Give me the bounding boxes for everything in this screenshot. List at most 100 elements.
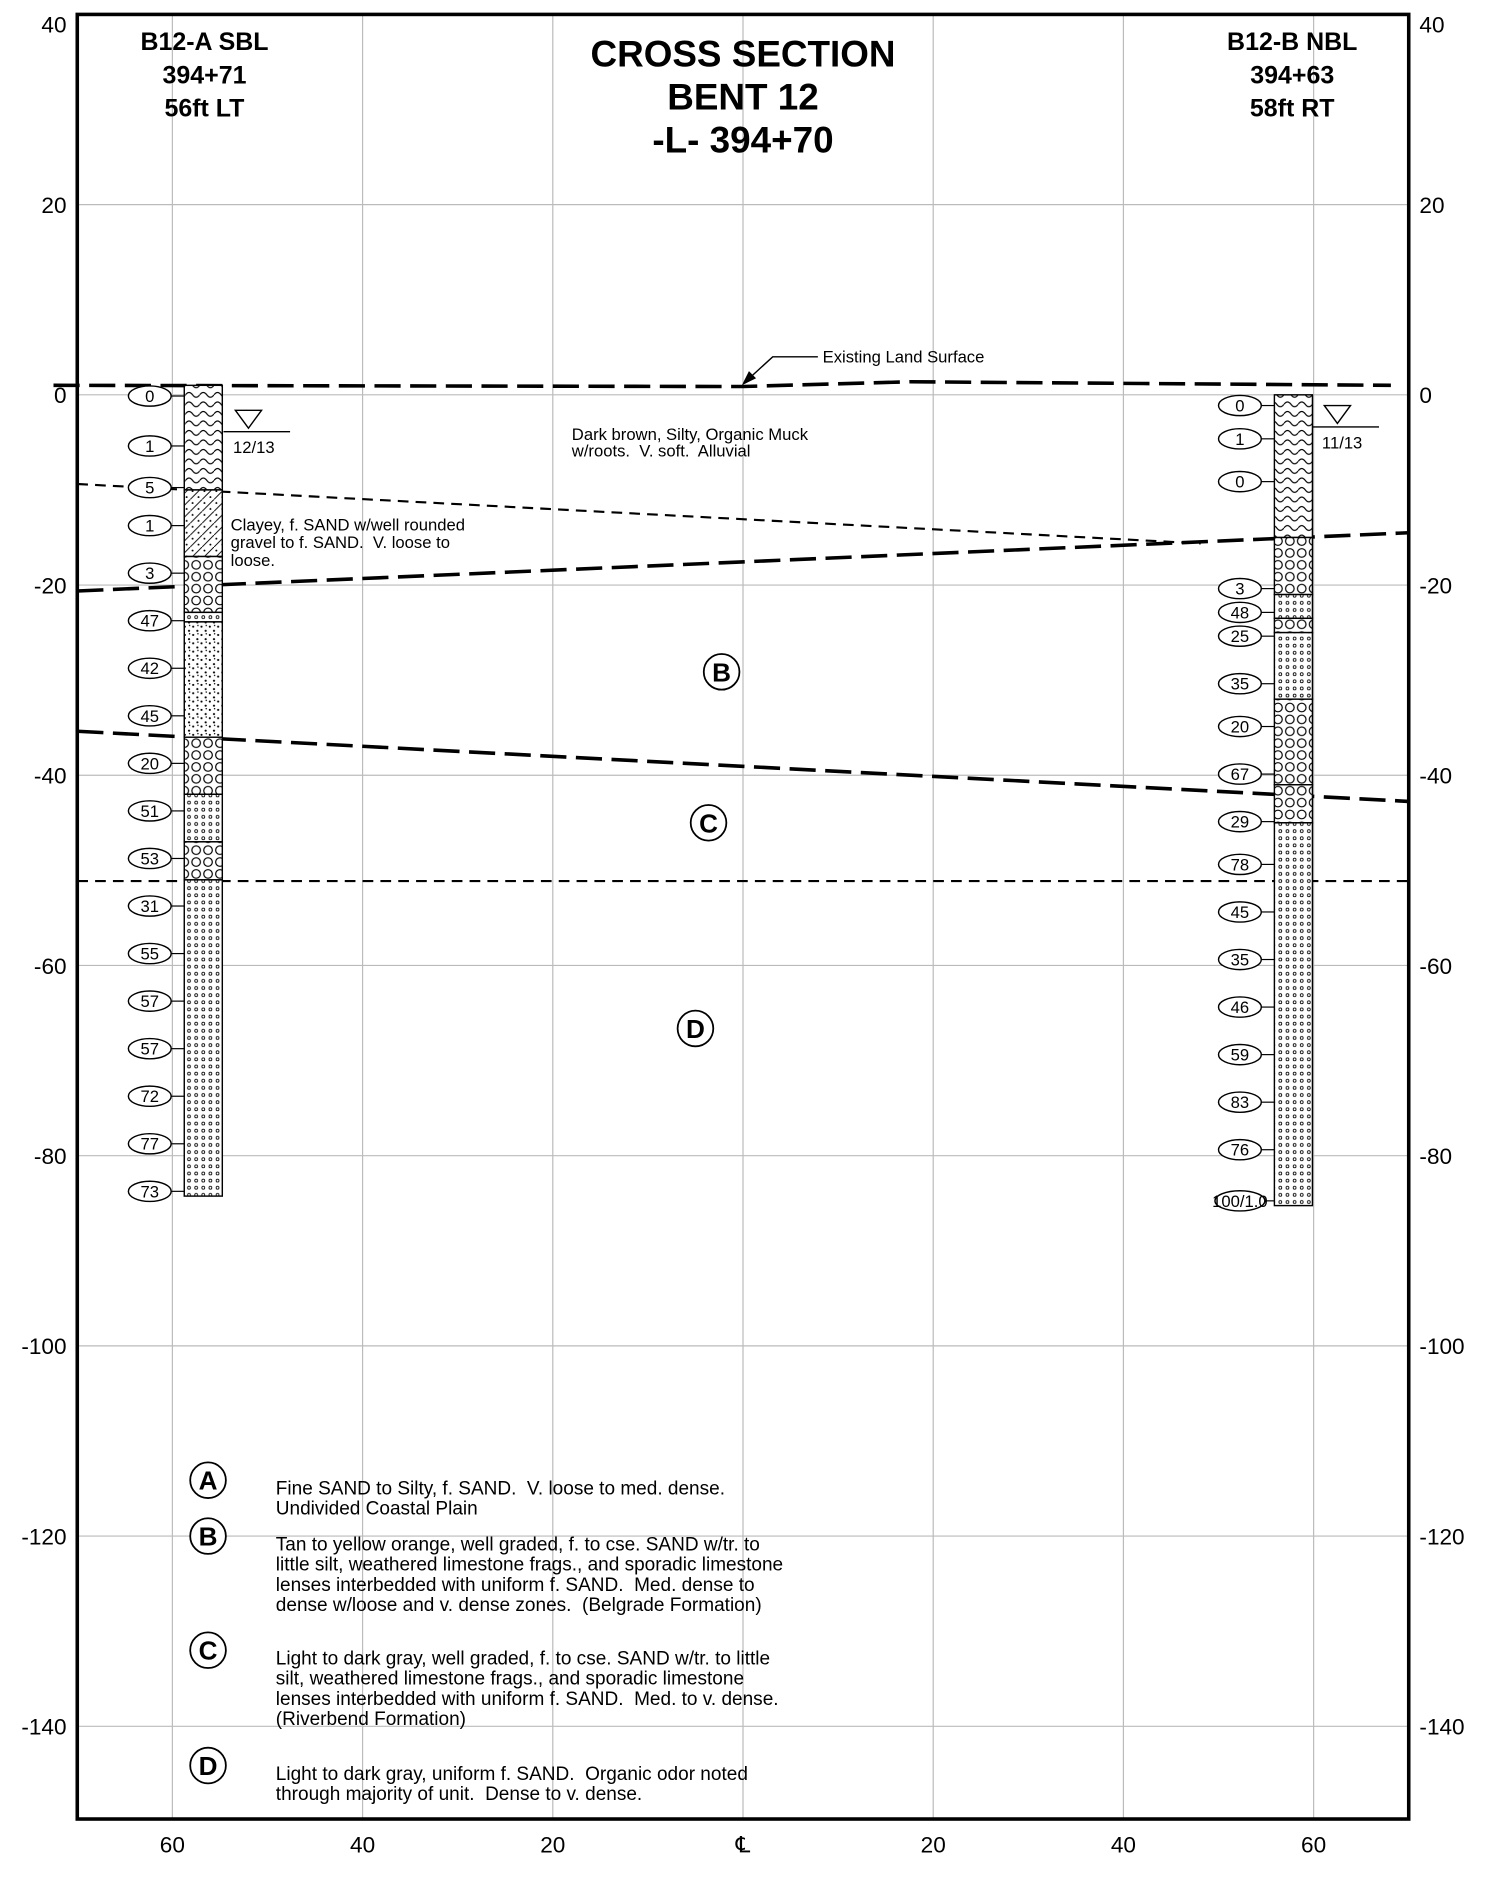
legend-text: lenses interbedded with uniform f. SAND.… xyxy=(276,1575,755,1596)
spt-value: 31 xyxy=(141,897,160,916)
spt-value: 100/1.0 xyxy=(1212,1192,1267,1211)
spt-value: 3 xyxy=(1235,580,1244,599)
spt-value: 20 xyxy=(1231,717,1250,736)
y-tick-label-right: -40 xyxy=(1419,764,1452,789)
spt-value: 20 xyxy=(141,754,160,773)
soil-layer xyxy=(1274,785,1312,823)
boring-header: 58ft RT xyxy=(1250,95,1335,123)
spt-value: 57 xyxy=(141,1040,160,1059)
boring-header: B12-A SBL xyxy=(140,28,268,56)
y-tick-label-left: -120 xyxy=(21,1524,66,1549)
soil-layer xyxy=(1274,395,1312,538)
boring-header: 394+71 xyxy=(162,61,246,89)
spt-value: 83 xyxy=(1231,1093,1250,1112)
legend-text: little silt, weathered limestone frags.,… xyxy=(276,1555,783,1576)
y-tick-label-left: -60 xyxy=(34,954,67,979)
spt-value: 48 xyxy=(1231,603,1250,622)
annotation: Clayey, f. SAND w/well rounded xyxy=(231,515,465,534)
soil-layer xyxy=(184,842,222,880)
legend-letter: A xyxy=(199,1466,218,1496)
spt-value: 72 xyxy=(141,1087,160,1106)
spt-value: 29 xyxy=(1231,813,1250,832)
spt-value: 67 xyxy=(1231,765,1250,784)
y-tick-label-left: -100 xyxy=(21,1334,66,1359)
spt-value: 45 xyxy=(1231,903,1250,922)
spt-value: 0 xyxy=(1235,473,1244,492)
spt-value: 55 xyxy=(141,945,160,964)
soil-layer xyxy=(184,557,222,613)
annotation: loose. xyxy=(231,551,275,570)
x-tick-label: 60 xyxy=(1301,1832,1326,1857)
spt-value: 42 xyxy=(141,659,160,678)
legend-text: through majority of unit. Dense to v. de… xyxy=(276,1784,642,1805)
x-tick-label: ℄ xyxy=(735,1832,751,1857)
boring-header: B12-B NBL xyxy=(1227,28,1357,56)
boring-header: 394+63 xyxy=(1250,61,1334,89)
y-tick-label-right: -20 xyxy=(1419,573,1452,598)
soil-layer xyxy=(1274,633,1312,700)
water-level-date: 12/13 xyxy=(233,438,275,457)
spt-value: 0 xyxy=(145,387,154,406)
spt-value: 1 xyxy=(145,517,154,536)
y-tick-label-right: -80 xyxy=(1419,1144,1452,1169)
spt-value: 5 xyxy=(145,479,154,498)
soil-layer xyxy=(1274,537,1312,594)
y-tick-label-left: -140 xyxy=(21,1715,66,1740)
legend-letter: C xyxy=(199,1636,218,1666)
soil-layer xyxy=(1274,699,1312,785)
spt-value: 73 xyxy=(141,1182,160,1201)
spt-value: 1 xyxy=(145,437,154,456)
y-tick-label-right: -100 xyxy=(1419,1334,1464,1359)
x-tick-label: 40 xyxy=(1111,1832,1136,1857)
soil-layer xyxy=(184,880,222,1196)
borings: 0151347424520515331555757727773010348253… xyxy=(128,385,1379,1211)
water-level-date: 11/13 xyxy=(1322,433,1362,452)
cross-section: 0151347424520515331555757727773010348253… xyxy=(0,0,1486,1881)
legend-text: dense w/loose and v. dense zones. (Belgr… xyxy=(276,1595,762,1616)
soil-layer xyxy=(184,737,222,794)
spt-value: 57 xyxy=(141,992,160,1011)
legend-letter: B xyxy=(199,1522,218,1552)
legend-text: Fine SAND to Silty, f. SAND. V. loose to… xyxy=(276,1478,725,1499)
spt-value: 53 xyxy=(141,849,160,868)
spt-value: 1 xyxy=(1235,430,1244,449)
soil-layer xyxy=(1274,595,1312,619)
x-tick-label: 20 xyxy=(921,1832,946,1857)
y-tick-label-right: 40 xyxy=(1419,12,1444,37)
water-level-symbol xyxy=(1312,406,1379,427)
water-level-symbol xyxy=(223,410,290,431)
y-tick-label-left: -80 xyxy=(34,1144,67,1169)
soil-layer xyxy=(184,490,222,557)
spt-value: 0 xyxy=(1235,396,1244,415)
x-tick-label: 40 xyxy=(350,1832,375,1857)
spt-value: 35 xyxy=(1231,675,1250,694)
title-line: BENT 12 xyxy=(667,77,819,118)
title-line: -L- 394+70 xyxy=(652,119,833,160)
soil-layer xyxy=(1274,823,1312,1206)
unit-label: C xyxy=(699,808,718,838)
boring-header: 56ft LT xyxy=(164,95,244,123)
legend-letter: D xyxy=(199,1751,218,1781)
soil-layer xyxy=(184,794,222,842)
spt-value: 47 xyxy=(141,612,160,631)
unit-label: D xyxy=(686,1014,705,1044)
spt-value: 25 xyxy=(1231,627,1250,646)
spt-value: 78 xyxy=(1231,855,1250,874)
unit-label: B xyxy=(712,657,731,687)
y-tick-label-right: 0 xyxy=(1419,383,1432,408)
soil-layer xyxy=(184,622,222,737)
y-tick-label-left: 40 xyxy=(41,12,66,37)
soil-layer xyxy=(184,385,222,490)
annotation: Existing Land Surface xyxy=(823,348,985,367)
y-tick-label-left: -40 xyxy=(34,764,67,789)
y-tick-label-right: -120 xyxy=(1419,1524,1464,1549)
x-tick-label: 20 xyxy=(540,1832,565,1857)
y-tick-label-left: 0 xyxy=(54,383,67,408)
spt-value: 77 xyxy=(141,1135,160,1154)
legend-text: Undivided Coastal Plain xyxy=(276,1499,478,1520)
annotation: gravel to f. SAND. V. loose to xyxy=(231,533,450,552)
y-tick-label-right: -140 xyxy=(1419,1715,1464,1740)
soil-layer xyxy=(1274,618,1312,632)
legend-text: Tan to yellow orange, well graded, f. to… xyxy=(276,1534,760,1555)
legend-text: lenses interbedded with uniform f. SAND.… xyxy=(276,1689,779,1710)
